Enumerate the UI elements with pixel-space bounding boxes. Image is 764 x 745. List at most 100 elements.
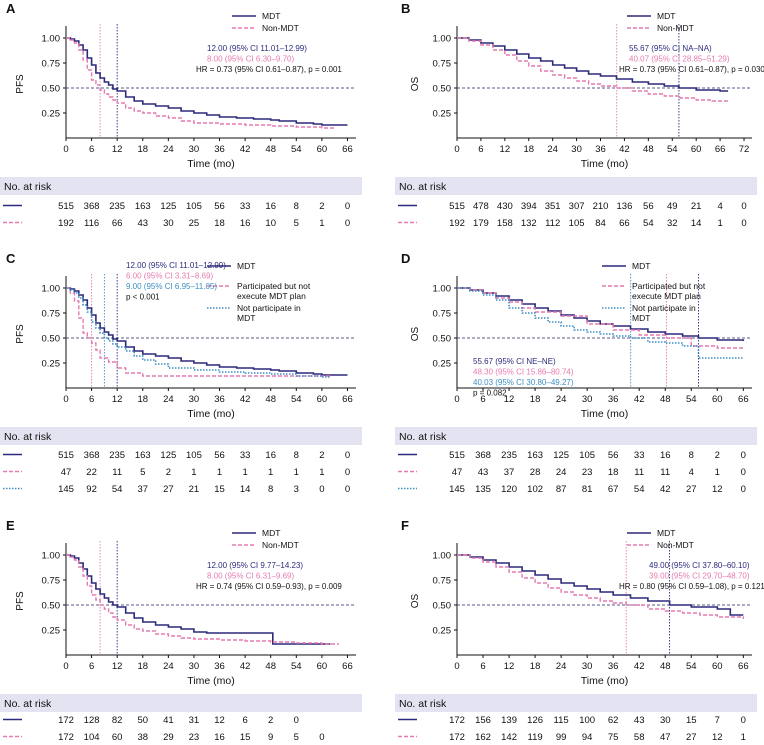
km-curve-mdt bbox=[457, 554, 744, 616]
x-tick-label: 6 bbox=[89, 144, 94, 155]
risk-table-title: No. at risk bbox=[399, 698, 447, 710]
km-curve-nonmdt bbox=[66, 554, 339, 645]
x-tick-label: 24 bbox=[163, 394, 174, 405]
x-tick-label: 36 bbox=[595, 144, 606, 155]
risk-count: 112 bbox=[545, 218, 560, 229]
x-tick-label: 6 bbox=[89, 661, 94, 672]
risk-count: 115 bbox=[554, 715, 569, 726]
x-tick-label: 48 bbox=[660, 661, 671, 672]
x-tick-label: 54 bbox=[667, 144, 678, 155]
legend-label: MDT bbox=[262, 528, 280, 538]
risk-count: 120 bbox=[501, 484, 517, 495]
y-axis-label: OS bbox=[410, 326, 421, 341]
risk-count: 56 bbox=[214, 450, 225, 461]
km-curve-notpart bbox=[457, 287, 744, 359]
x-tick-label: 66 bbox=[342, 661, 353, 672]
risk-count: 0 bbox=[294, 715, 299, 726]
y-tick-label: 0.25 bbox=[42, 109, 61, 120]
risk-count: 27 bbox=[686, 484, 697, 495]
risk-count: 1 bbox=[191, 467, 196, 478]
x-tick-label: 18 bbox=[137, 394, 148, 405]
risk-count: 126 bbox=[527, 715, 543, 726]
x-tick-label: 24 bbox=[547, 144, 558, 155]
risk-count: 0 bbox=[345, 218, 350, 229]
risk-count: 18 bbox=[608, 467, 619, 478]
risk-count: 430 bbox=[497, 201, 513, 212]
risk-count: 307 bbox=[569, 201, 585, 212]
risk-count: 11 bbox=[660, 467, 670, 478]
y-tick-label: 0.50 bbox=[42, 84, 61, 95]
risk-count: 37 bbox=[504, 467, 515, 478]
risk-count: 47 bbox=[452, 467, 463, 478]
x-tick-label: 18 bbox=[137, 144, 148, 155]
y-axis-label: OS bbox=[410, 76, 421, 91]
risk-count: 99 bbox=[556, 732, 567, 743]
km-curve-nonmdt bbox=[457, 554, 744, 619]
risk-band bbox=[395, 694, 757, 712]
x-tick-label: 36 bbox=[214, 144, 225, 155]
risk-count: 66 bbox=[112, 218, 123, 229]
risk-count: 145 bbox=[449, 484, 465, 495]
risk-count: 33 bbox=[240, 450, 251, 461]
risk-count: 23 bbox=[189, 732, 200, 743]
risk-count: 2 bbox=[715, 450, 720, 461]
risk-count: 37 bbox=[137, 484, 148, 495]
x-tick-label: 30 bbox=[582, 661, 593, 672]
risk-count: 16 bbox=[660, 450, 671, 461]
x-tick-label: 60 bbox=[317, 661, 328, 672]
risk-count: 21 bbox=[691, 201, 702, 212]
risk-count: 0 bbox=[741, 715, 746, 726]
risk-count: 158 bbox=[497, 218, 513, 229]
risk-count: 5 bbox=[140, 467, 145, 478]
risk-count: 235 bbox=[501, 450, 517, 461]
annotation-nonmdt: 6.00 (95% CI 3.31–8.69) bbox=[126, 272, 214, 281]
y-tick-label: 0.25 bbox=[42, 359, 61, 370]
legend-label: MDT bbox=[657, 11, 675, 21]
risk-count: 33 bbox=[240, 201, 251, 212]
risk-count: 0 bbox=[741, 484, 746, 495]
risk-count: 3 bbox=[294, 484, 299, 495]
risk-count: 0 bbox=[345, 484, 350, 495]
x-tick-label: 42 bbox=[240, 394, 251, 405]
y-tick-label: 0.50 bbox=[433, 334, 452, 345]
y-tick-label: 0.25 bbox=[433, 109, 452, 120]
risk-count: 47 bbox=[660, 732, 671, 743]
risk-count: 0 bbox=[741, 201, 746, 212]
km-curve-mdt bbox=[457, 37, 729, 92]
x-tick-label: 36 bbox=[214, 661, 225, 672]
risk-count: 92 bbox=[86, 484, 97, 495]
risk-count: 105 bbox=[186, 450, 202, 461]
risk-count: 1 bbox=[242, 467, 247, 478]
risk-count: 16 bbox=[214, 732, 225, 743]
risk-count: 32 bbox=[667, 218, 678, 229]
x-tick-label: 30 bbox=[189, 661, 200, 672]
y-tick-label: 0.25 bbox=[42, 626, 61, 637]
x-tick-label: 0 bbox=[454, 394, 459, 405]
legend-label: Non-MDT bbox=[657, 23, 694, 33]
y-tick-label: 0.75 bbox=[433, 576, 452, 587]
risk-count: 100 bbox=[579, 715, 595, 726]
risk-count: 9 bbox=[268, 732, 273, 743]
risk-count: 25 bbox=[189, 218, 200, 229]
y-tick-label: 0.25 bbox=[433, 626, 452, 637]
risk-count: 87 bbox=[556, 484, 567, 495]
risk-count: 49 bbox=[667, 201, 678, 212]
risk-count: 0 bbox=[345, 201, 350, 212]
risk-count: 31 bbox=[189, 715, 200, 726]
risk-count: 2 bbox=[268, 715, 273, 726]
x-tick-label: 6 bbox=[480, 394, 485, 405]
x-tick-label: 0 bbox=[63, 661, 68, 672]
legend-label: MDT bbox=[237, 261, 255, 271]
annotation-axis: HR = 0.73 (95% CI 0.61–0.87), p = 0.001 bbox=[196, 65, 342, 74]
x-tick-label: 30 bbox=[582, 394, 593, 405]
risk-count: 21 bbox=[189, 484, 200, 495]
risk-count: 172 bbox=[449, 732, 465, 743]
risk-count: 2 bbox=[166, 467, 171, 478]
x-tick-label: 42 bbox=[619, 144, 630, 155]
annotation-axis: p = 0.082 bbox=[473, 389, 507, 398]
annotation-mdt: 55.67 (95% CI NA–NA) bbox=[629, 44, 712, 53]
x-tick-label: 54 bbox=[291, 394, 302, 405]
risk-count: 84 bbox=[595, 218, 606, 229]
panel-letter: D bbox=[401, 251, 410, 266]
